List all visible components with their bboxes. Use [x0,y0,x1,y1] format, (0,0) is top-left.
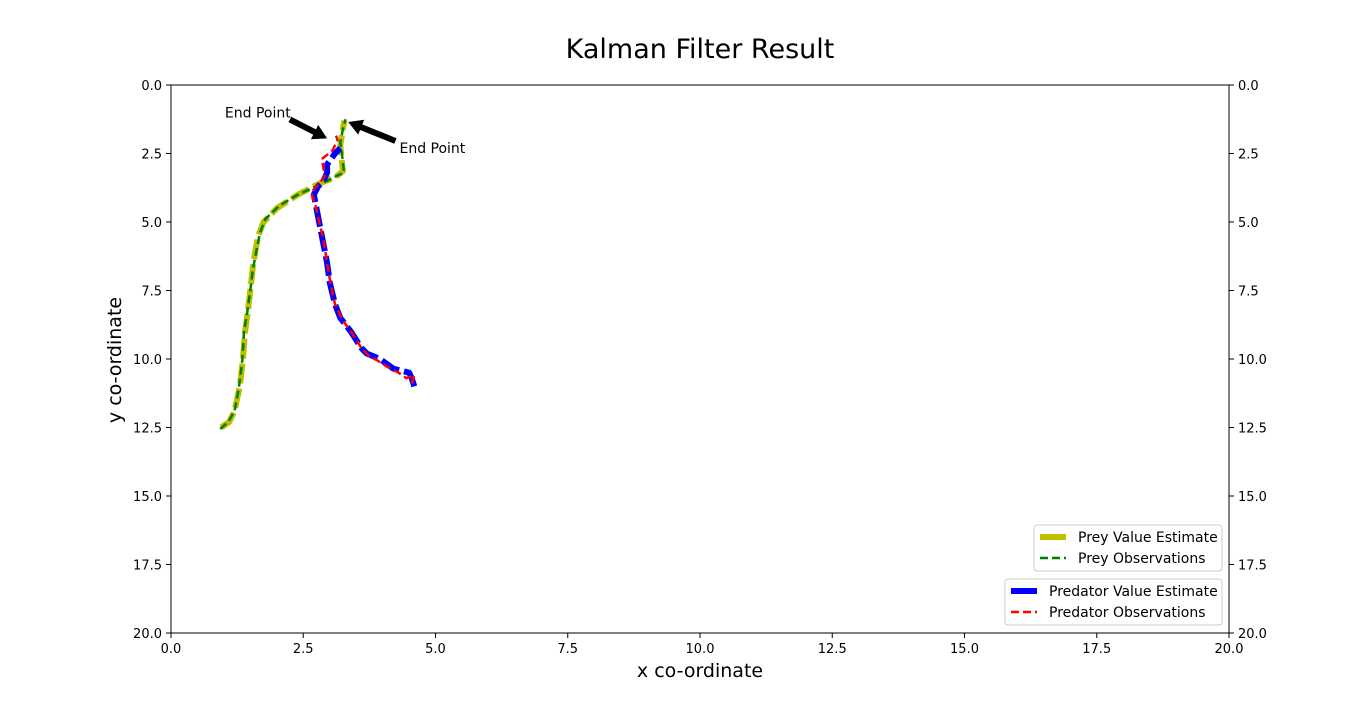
y-tick-label-right: 0.0 [1238,79,1259,94]
x-axis-label: x co-ordinate [637,660,763,682]
y-tick-label-right: 17.5 [1238,559,1267,574]
x-tick-label: 12.5 [818,642,847,657]
y-tick-label-right: 7.5 [1238,285,1259,300]
chart-title: Kalman Filter Result [566,34,835,65]
y-tick-label-left: 10.0 [133,353,162,368]
y-tick-label-left: 17.5 [133,559,162,574]
annotation-label: End Point [399,141,465,157]
legends: Prey Value Estimate Prey Observations Pred… [1004,524,1223,626]
x-tick-label: 2.5 [293,642,314,657]
x-tick-label: 17.5 [1082,642,1111,657]
y-tick-label-left: 20.0 [133,627,162,642]
x-tick-label: 0.0 [161,642,182,657]
annotation-arrow [288,116,328,140]
plot-area [219,118,418,430]
y-tick-label-left: 12.5 [133,422,162,437]
x-tick-label: 15.0 [950,642,979,657]
legend-label: Predator Observations [1049,605,1206,621]
axis-ticks: 0.0 2.5 5.0 7.5 10.0 12.5 15.0 17.5 20.00.0 0.02.… [133,79,1267,657]
y-tick-label-left: 15.0 [133,490,162,505]
y-axis-label: y co-ordinate [104,297,126,423]
y-tick-label-left: 0.0 [141,79,162,94]
annotation-arrow [348,119,397,144]
legend-label: Prey Observations [1078,551,1206,567]
legend-label: Prey Value Estimate [1078,530,1218,546]
x-tick-label: 5.0 [425,642,446,657]
x-tick-label: 20.0 [1215,642,1244,657]
y-tick-label-right: 20.0 [1238,627,1267,642]
annotation-label: End Point [225,105,291,121]
x-tick-label: 7.5 [557,642,578,657]
y-tick-label-left: 7.5 [141,285,162,300]
legend-label: Predator Value Estimate [1049,584,1218,600]
y-tick-label-left: 5.0 [141,216,162,231]
annotations: End Point End Point [225,105,466,157]
x-tick-label: 10.0 [686,642,715,657]
series-line-3 [309,135,416,385]
legend-box [1004,578,1223,626]
series-line-1 [219,118,347,430]
y-tick-label-left: 2.5 [141,148,162,163]
y-tick-label-right: 2.5 [1238,148,1259,163]
legend-box [1033,524,1223,572]
y-tick-label-right: 12.5 [1238,422,1267,437]
y-tick-label-right: 15.0 [1238,490,1267,505]
y-tick-label-right: 5.0 [1238,216,1259,231]
y-tick-label-right: 10.0 [1238,353,1267,368]
